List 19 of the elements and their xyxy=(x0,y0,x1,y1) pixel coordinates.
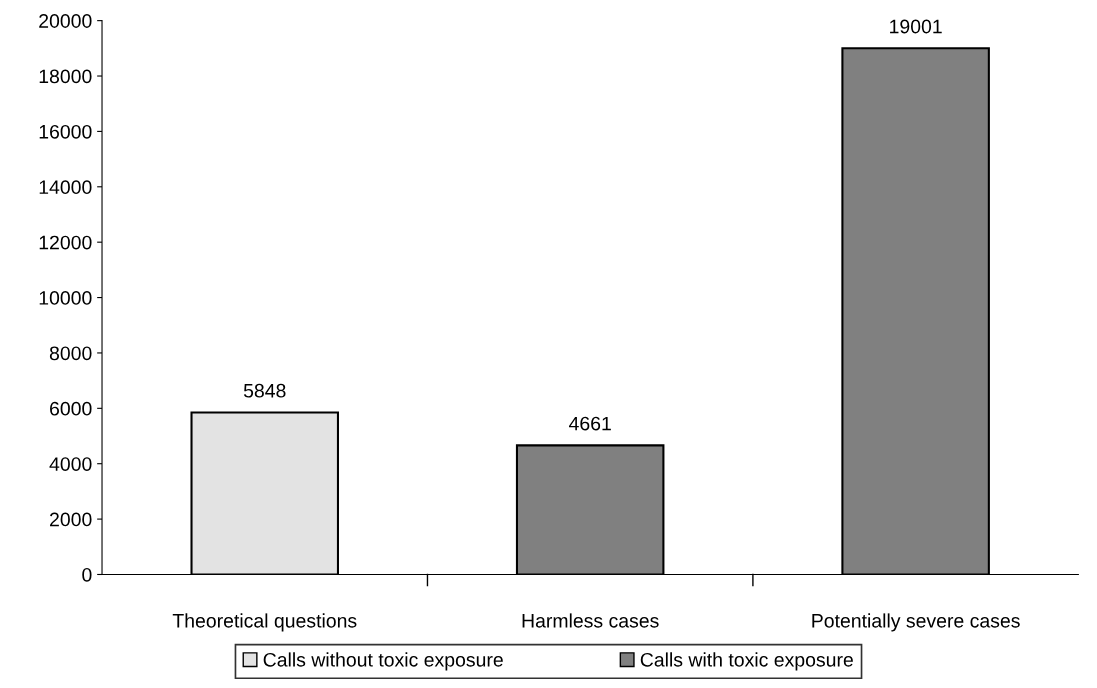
legend-label: Calls without toxic exposure xyxy=(263,652,503,671)
x-tick-label: Potentially severe cases xyxy=(812,613,1020,632)
y-tick-label: 0 xyxy=(82,567,92,582)
data-label: 19001 xyxy=(890,19,942,34)
y-tick-label: 4000 xyxy=(49,457,92,471)
y-tick-label: 18000 xyxy=(39,69,92,84)
y-tick-label: 8000 xyxy=(49,346,92,361)
y-tick-label: 16000 xyxy=(39,124,92,139)
data-label: 4661 xyxy=(569,416,611,431)
data-label: 5848 xyxy=(243,383,286,398)
legend-label: Calls with toxic exposure xyxy=(640,652,853,671)
y-tick-label: 6000 xyxy=(50,401,92,416)
y-tick-label: 10000 xyxy=(39,291,92,305)
y-tick-label: 20000 xyxy=(39,14,92,28)
y-tick-label: 14000 xyxy=(39,180,92,195)
y-tick-label: 12000 xyxy=(39,235,92,250)
x-tick-label: Theoretical questions xyxy=(172,613,357,632)
x-tick-label: Harmless cases xyxy=(522,613,659,628)
y-tick-label: 2000 xyxy=(50,512,92,527)
